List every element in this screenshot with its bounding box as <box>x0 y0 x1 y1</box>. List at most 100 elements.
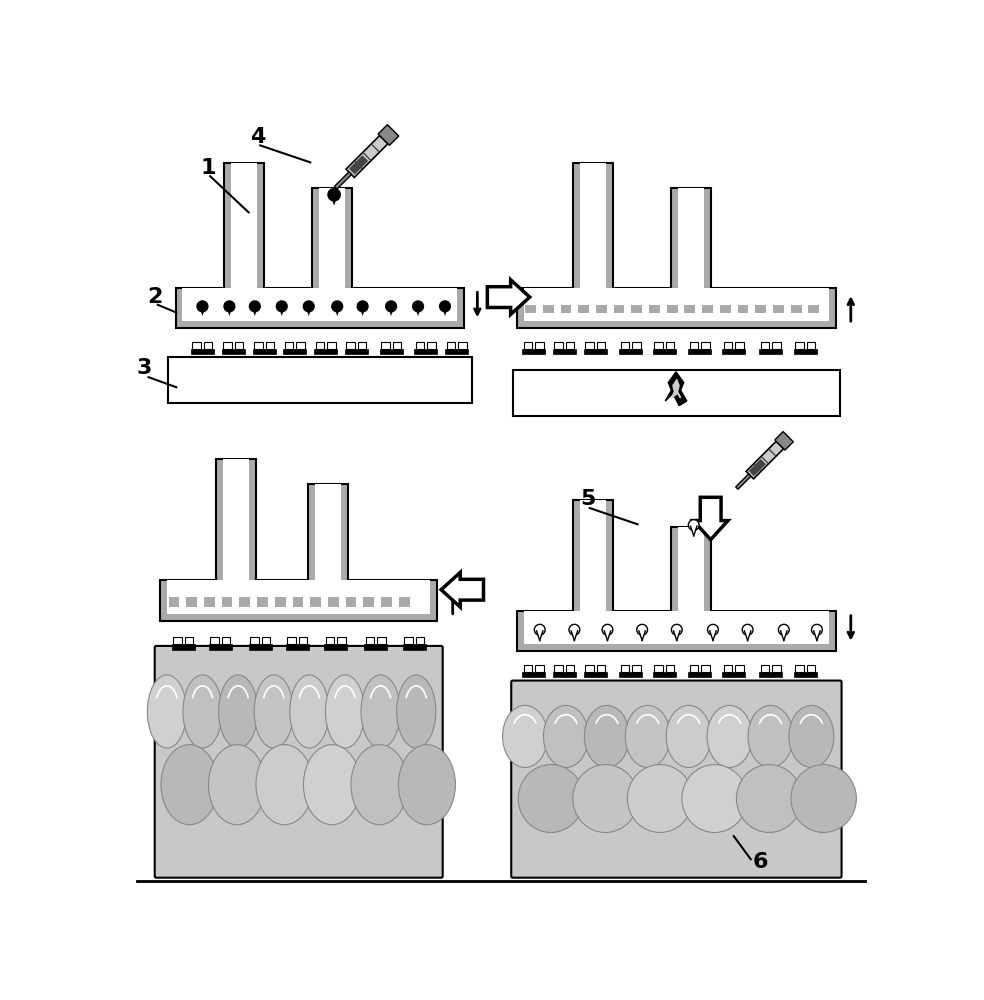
Bar <box>794 672 817 677</box>
Bar <box>724 342 732 349</box>
Bar <box>239 597 250 607</box>
Ellipse shape <box>290 675 329 748</box>
Bar <box>807 665 816 672</box>
Bar <box>366 637 374 644</box>
Bar <box>262 637 271 644</box>
Ellipse shape <box>326 675 365 748</box>
Polygon shape <box>306 308 311 316</box>
Bar <box>795 665 804 672</box>
Bar <box>204 597 215 607</box>
Bar <box>254 342 263 349</box>
Bar <box>543 305 554 312</box>
Bar <box>316 342 324 349</box>
Ellipse shape <box>361 675 400 748</box>
Bar <box>619 349 643 354</box>
Ellipse shape <box>399 745 456 825</box>
Ellipse shape <box>666 705 711 767</box>
Bar <box>221 637 230 644</box>
Bar <box>167 580 430 614</box>
Bar <box>223 342 231 349</box>
Bar <box>416 637 424 644</box>
Bar <box>649 305 660 312</box>
Ellipse shape <box>256 745 313 825</box>
Polygon shape <box>441 572 483 607</box>
Bar <box>292 597 303 607</box>
Ellipse shape <box>682 765 747 832</box>
Bar <box>666 665 674 672</box>
Bar <box>235 342 243 349</box>
Polygon shape <box>780 631 787 641</box>
Bar <box>314 349 338 354</box>
Bar <box>393 342 401 349</box>
Bar <box>554 342 563 349</box>
Bar <box>809 305 820 312</box>
Bar <box>296 342 305 349</box>
Bar <box>756 305 767 312</box>
Bar <box>445 349 468 354</box>
Polygon shape <box>671 379 681 398</box>
Bar <box>584 672 607 677</box>
Bar <box>275 597 285 607</box>
Polygon shape <box>665 372 687 406</box>
Ellipse shape <box>303 745 360 825</box>
Ellipse shape <box>209 745 266 825</box>
Bar <box>678 188 704 288</box>
Ellipse shape <box>748 705 793 767</box>
Bar <box>171 644 195 650</box>
Ellipse shape <box>625 705 670 767</box>
Bar <box>573 500 613 613</box>
Circle shape <box>249 301 260 312</box>
Bar <box>689 349 711 354</box>
Ellipse shape <box>584 705 630 767</box>
Bar <box>671 527 710 613</box>
FancyBboxPatch shape <box>154 646 443 878</box>
Bar <box>193 342 201 349</box>
Bar <box>561 305 572 312</box>
Text: 6: 6 <box>753 852 769 872</box>
Bar <box>722 672 745 677</box>
Bar <box>326 637 335 644</box>
Text: 5: 5 <box>580 489 595 509</box>
Bar <box>720 305 731 312</box>
Bar <box>404 637 412 644</box>
Bar <box>416 342 424 349</box>
Text: 3: 3 <box>137 358 153 378</box>
Bar <box>654 342 663 349</box>
Bar <box>315 484 341 580</box>
Polygon shape <box>389 308 394 316</box>
Bar <box>345 597 356 607</box>
Ellipse shape <box>183 675 222 748</box>
Bar <box>523 665 532 672</box>
Bar <box>690 665 699 672</box>
Polygon shape <box>487 280 529 314</box>
Polygon shape <box>749 459 766 476</box>
Polygon shape <box>604 631 611 641</box>
Bar <box>250 637 259 644</box>
Polygon shape <box>744 631 751 641</box>
Bar <box>402 644 426 650</box>
Bar <box>283 349 306 354</box>
Bar <box>377 637 386 644</box>
Ellipse shape <box>543 705 588 767</box>
Bar <box>702 665 709 672</box>
Ellipse shape <box>519 765 584 832</box>
FancyBboxPatch shape <box>512 681 841 878</box>
Polygon shape <box>335 308 339 316</box>
Bar <box>191 349 214 354</box>
Circle shape <box>386 301 397 312</box>
Bar <box>632 305 643 312</box>
Text: 2: 2 <box>147 287 162 307</box>
Bar <box>596 305 607 312</box>
Circle shape <box>671 624 682 635</box>
Bar <box>381 342 390 349</box>
Polygon shape <box>536 631 543 641</box>
Bar <box>285 644 309 650</box>
Bar <box>328 342 336 349</box>
Circle shape <box>534 624 545 635</box>
Bar <box>168 357 472 403</box>
Bar <box>284 342 293 349</box>
Bar <box>231 163 257 288</box>
Bar <box>653 672 676 677</box>
Bar <box>338 637 345 644</box>
Polygon shape <box>279 308 284 316</box>
